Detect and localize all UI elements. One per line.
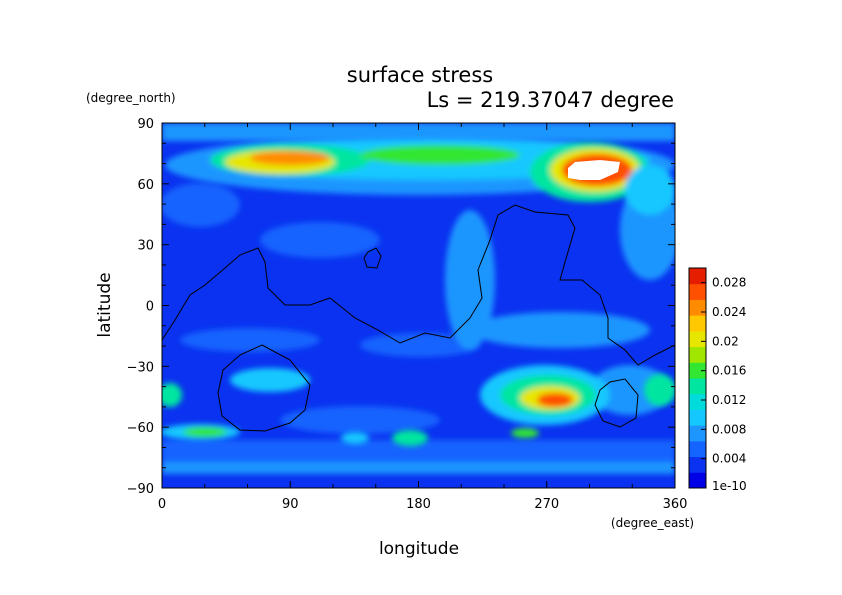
x-tick-label: 180 (406, 497, 431, 512)
colorbar-swatch (689, 315, 706, 332)
colorbar-frame (688, 267, 707, 489)
y-unit-label: (degree_north) (86, 91, 176, 105)
chart-title: surface stress (347, 63, 493, 87)
colorbar-swatch (689, 299, 706, 316)
y-tick-label: 60 (137, 178, 154, 193)
x-tick-label: 0 (158, 497, 166, 512)
colorbar-swatch (689, 378, 706, 395)
colorbar-tick-label: 0.016 (712, 364, 746, 378)
y-tick-label: 90 (137, 117, 154, 132)
colorbar-min-label: 1e-10 (712, 479, 747, 493)
axes: 0 90 180 270 360 90 60 30 0 −30 −60 −90 (127, 117, 688, 512)
colorbar-swatch (689, 472, 706, 489)
y-tick-label: −30 (127, 360, 154, 375)
colorbar-swatch (689, 425, 706, 442)
colorbar-swatch (689, 268, 706, 285)
saturated-region (568, 160, 620, 180)
x-tick-label: 360 (663, 497, 688, 512)
y-tick-label: −90 (127, 482, 154, 497)
colorbar-tick-label: 0.028 (712, 276, 746, 290)
colorbar-swatch (689, 456, 706, 473)
colorbar-tick-label: 0.008 (712, 422, 746, 436)
y-tick-label: 30 (137, 239, 154, 254)
heatmap-field (162, 123, 675, 488)
colorbar-tick-label: 0.012 (712, 393, 746, 407)
y-tick-label: 0 (146, 300, 154, 315)
colorbar-swatch (689, 362, 706, 379)
colorbar-swatch (689, 440, 706, 458)
colorbar-tick-label: 0.004 (712, 452, 746, 466)
colorbar: 0.004 0.008 0.012 0.016 0.02 0.024 0.028 1e-10 (688, 267, 747, 493)
contour-line (162, 204, 675, 366)
colorbar-tick-label: 0.024 (712, 305, 746, 319)
contour-line (594, 378, 639, 428)
southern-features (162, 365, 675, 446)
colorbar-tick-label: 0.02 (712, 334, 739, 348)
colorbar-swatch (689, 330, 706, 348)
x-tick-label: 90 (282, 497, 299, 512)
chart-subtitle: Ls = 219.37047 degree (427, 88, 674, 112)
colorbar-swatch (689, 346, 706, 363)
contour-line (217, 344, 311, 432)
colorbar-swatch (689, 283, 706, 300)
x-tick-label: 270 (534, 497, 559, 512)
contour-line (363, 247, 382, 269)
x-axis-label: longitude (379, 539, 459, 559)
colorbar-swatch (689, 409, 706, 426)
colorbar-swatch (689, 393, 706, 410)
y-tick-label: −60 (127, 421, 154, 436)
y-axis-label: latitude (95, 272, 115, 337)
topography-contours (162, 204, 675, 432)
x-unit-label: (degree_east) (611, 516, 694, 530)
